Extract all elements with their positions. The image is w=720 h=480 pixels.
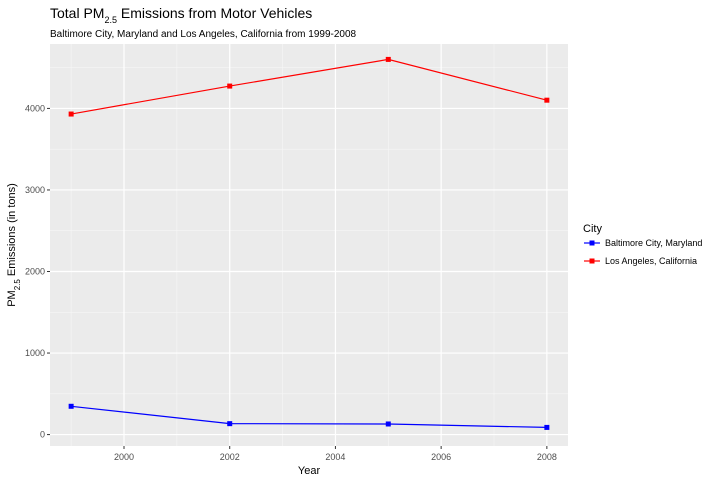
data-point-los-angeles-california [68, 111, 74, 117]
minor-gridlines [50, 44, 568, 446]
y-tick-label: 0 [40, 430, 45, 440]
plot-panel [50, 44, 568, 446]
data-point-baltimore-city-maryland [544, 424, 550, 430]
data-point-los-angeles-california [227, 83, 233, 89]
major-gridlines [50, 44, 568, 446]
x-tick-label: 2000 [114, 452, 134, 462]
data-point-los-angeles-california [544, 97, 550, 103]
legend: City Baltimore City, Maryland Los Angeles… [583, 223, 702, 266]
data-point-baltimore-city-maryland [385, 421, 391, 427]
data-point-baltimore-city-maryland [68, 403, 74, 409]
x-tick-label: 2002 [220, 452, 240, 462]
chart-title: Total PM2.5 Emissions from Motor Vehicle… [50, 5, 312, 25]
legend-label: Baltimore City, Maryland [605, 238, 702, 248]
legend-key-marker [589, 258, 595, 264]
y-tick-label: 1000 [25, 348, 45, 358]
y-tick-label: 2000 [25, 267, 45, 277]
y-tick-label: 3000 [25, 185, 45, 195]
data-point-los-angeles-california [385, 56, 391, 62]
axis-ticks: 2000 2002 2004 2006 2008 0 1000 2000 3000 4000 [25, 103, 557, 462]
series-line-los-angeles-california [71, 58, 548, 115]
series-line-baltimore-city-maryland [71, 405, 547, 429]
legend-title: City [583, 223, 602, 235]
x-axis-title: Year [298, 465, 321, 477]
y-tick-label: 4000 [25, 103, 45, 113]
y-axis-title: PM2.5 Emissions (in tons) [6, 183, 22, 307]
chart-subtitle: Baltimore City, Maryland and Los Angeles… [50, 29, 357, 40]
legend-key-marker [589, 240, 595, 246]
x-tick-label: 2006 [431, 452, 451, 462]
legend-label: Los Angeles, California [605, 256, 697, 266]
series-layer [68, 56, 550, 430]
data-point-baltimore-city-maryland [227, 421, 233, 427]
x-tick-label: 2004 [325, 452, 345, 462]
x-tick-label: 2008 [537, 452, 557, 462]
